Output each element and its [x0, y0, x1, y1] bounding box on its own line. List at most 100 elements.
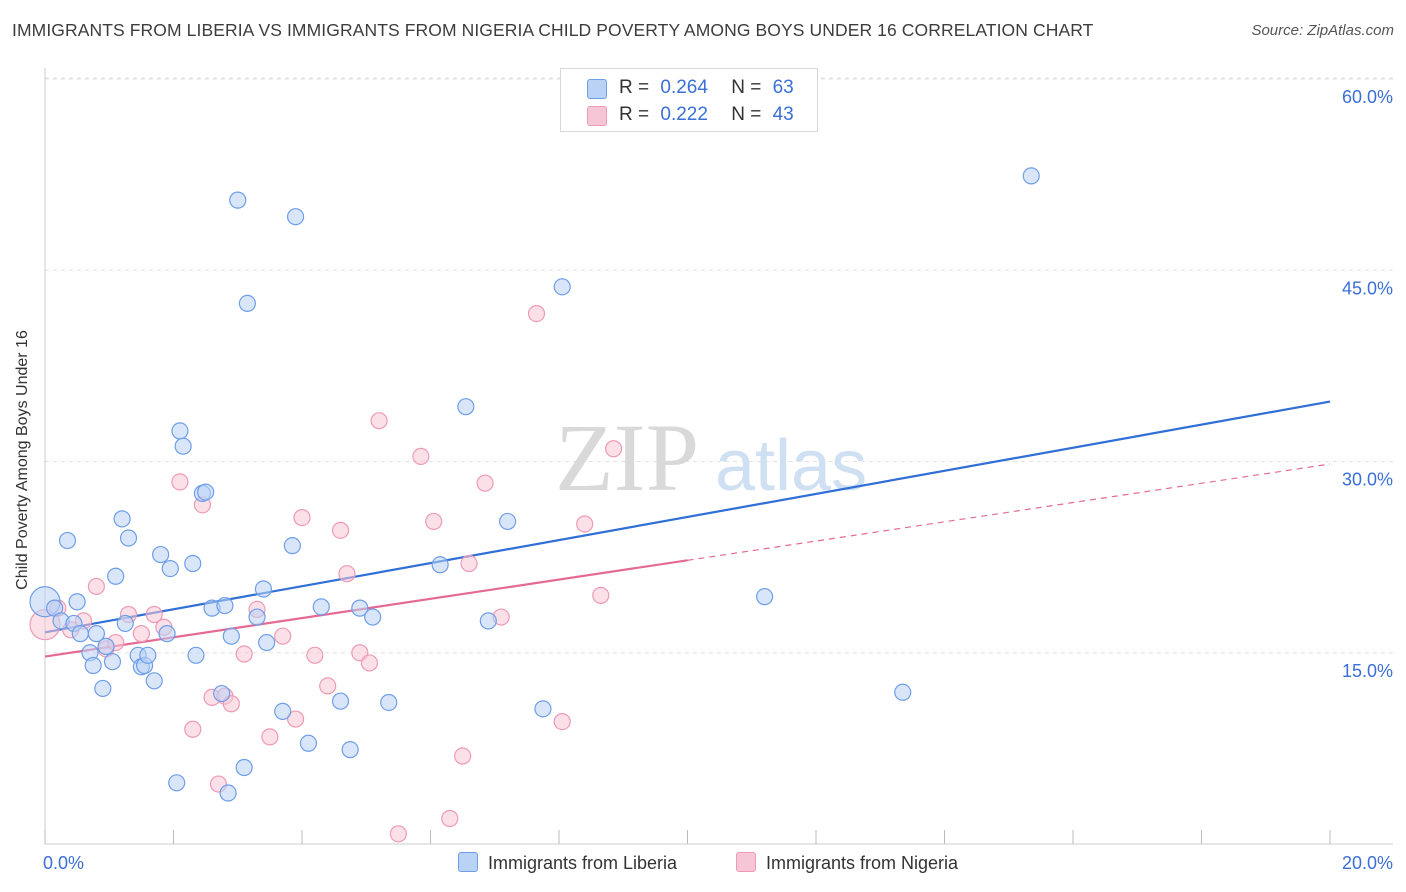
- axes: [44, 68, 1393, 845]
- nigeria-point: [145, 605, 163, 624]
- nigeria-point: [293, 508, 311, 527]
- nigeria-point: [441, 809, 459, 828]
- liberia-point: [248, 608, 266, 626]
- liberia-point: [894, 683, 912, 701]
- liberia-point: [139, 646, 157, 664]
- liberia-point: [229, 191, 247, 209]
- liberia-point: [299, 734, 318, 752]
- liberia-point: [235, 758, 253, 777]
- liberia-n-label: N =: [731, 77, 762, 98]
- nigeria-point: [331, 521, 350, 539]
- liberia-point: [274, 702, 292, 721]
- x-tick-label-max: 20.0%: [1342, 853, 1393, 873]
- nigeria-point: [274, 627, 292, 645]
- liberia-point: [161, 559, 179, 578]
- liberia-point: [107, 567, 125, 585]
- liberia-point: [168, 774, 186, 792]
- nigeria-point: [286, 710, 305, 728]
- watermark-atlas: atlas: [715, 426, 867, 506]
- liberia-point: [184, 554, 202, 573]
- y-tick-label: 15.0%: [1342, 661, 1393, 681]
- nigeria-trend-line-extension: [687, 463, 1331, 561]
- liberia-point: [71, 625, 89, 643]
- liberia-r-value: 0.264: [660, 77, 708, 98]
- nigeria-point: [306, 646, 324, 664]
- nigeria-point: [425, 512, 443, 531]
- liberia-point: [58, 531, 77, 550]
- liberia-point: [216, 596, 234, 615]
- nigeria-point: [319, 677, 337, 695]
- liberia-point: [94, 679, 112, 698]
- watermark-zip: ZIP: [555, 404, 699, 511]
- liberia-point: [286, 208, 305, 226]
- liberia-point: [380, 693, 398, 712]
- liberia-point: [1022, 167, 1040, 185]
- liberia-point: [119, 529, 138, 547]
- nigeria-point: [592, 586, 610, 604]
- nigeria-point: [454, 747, 472, 765]
- nigeria-n-label: N =: [731, 104, 762, 125]
- chart-title: IMMIGRANTS FROM LIBERIA VS IMMIGRANTS FR…: [12, 20, 1094, 40]
- liberia-point: [222, 627, 240, 645]
- nigeria-swatch: [587, 106, 607, 126]
- nigeria-n-value: 43: [772, 104, 794, 125]
- liberia-point: [553, 278, 571, 296]
- liberia-point: [197, 483, 215, 501]
- nigeria-point: [605, 440, 623, 458]
- liberia-point: [254, 580, 273, 598]
- nigeria-point: [527, 305, 546, 323]
- y-axis-label: Child Poverty Among Boys Under 16: [14, 330, 31, 590]
- liberia-point: [103, 653, 122, 671]
- nigeria-point: [360, 654, 379, 672]
- legend-item-liberia: Immigrants from Liberia: [458, 852, 677, 874]
- nigeria-point: [412, 447, 430, 465]
- y-tick-label: 30.0%: [1342, 470, 1393, 490]
- liberia-point: [97, 637, 115, 655]
- nigeria-point: [370, 412, 388, 430]
- correlation-legend: R = 0.264 N = 63 R = 0.222 N = 43: [560, 68, 818, 132]
- nigeria-r-value: 0.222: [660, 104, 708, 125]
- liberia-point: [116, 614, 134, 633]
- liberia-point: [351, 599, 369, 617]
- nigeria-point: [184, 720, 202, 738]
- liberia-point: [457, 398, 475, 416]
- liberia-point: [152, 545, 170, 564]
- nigeria-point: [553, 712, 571, 731]
- nigeria-point: [389, 825, 407, 843]
- liberia-point: [219, 784, 237, 802]
- liberia-point: [479, 612, 497, 630]
- liberia-point: [755, 588, 774, 606]
- liberia-point: [499, 512, 517, 531]
- nigeria-point: [87, 577, 106, 596]
- tick-labels: 15.0% 30.0% 45.0% 60.0% 0.0% 20.0%: [43, 87, 1393, 873]
- nigeria-point: [338, 565, 356, 583]
- nigeria-point: [132, 625, 150, 643]
- liberia-point: [174, 437, 192, 455]
- nigeria-point: [261, 728, 279, 746]
- nigeria-point: [476, 474, 494, 492]
- liberia-n-value: 63: [772, 77, 794, 98]
- liberia-point: [158, 625, 176, 643]
- legend-nigeria-label: Immigrants from Nigeria: [766, 853, 959, 873]
- legend-nigeria-swatch: [736, 852, 756, 872]
- liberia-point: [213, 684, 231, 703]
- liberia-point: [68, 593, 86, 611]
- legend-item-nigeria: Immigrants from Nigeria: [736, 852, 958, 874]
- y-tick-label: 45.0%: [1342, 278, 1393, 298]
- liberia-point: [187, 646, 205, 664]
- legend-liberia-label: Immigrants from Liberia: [488, 853, 678, 873]
- liberia-point: [341, 741, 359, 759]
- liberia-point: [312, 598, 330, 616]
- grid-lines: [45, 77, 1393, 654]
- legend-liberia-swatch: [458, 852, 478, 872]
- liberia-swatch: [587, 79, 607, 99]
- liberia-point: [364, 608, 382, 626]
- liberia-point: [534, 700, 552, 718]
- liberia-point: [238, 294, 256, 312]
- nigeria-point: [235, 645, 253, 663]
- y-tick-label: 60.0%: [1342, 87, 1393, 107]
- liberia-r-label: R =: [619, 77, 650, 98]
- nigeria-point: [576, 515, 594, 533]
- liberia-point: [84, 656, 102, 675]
